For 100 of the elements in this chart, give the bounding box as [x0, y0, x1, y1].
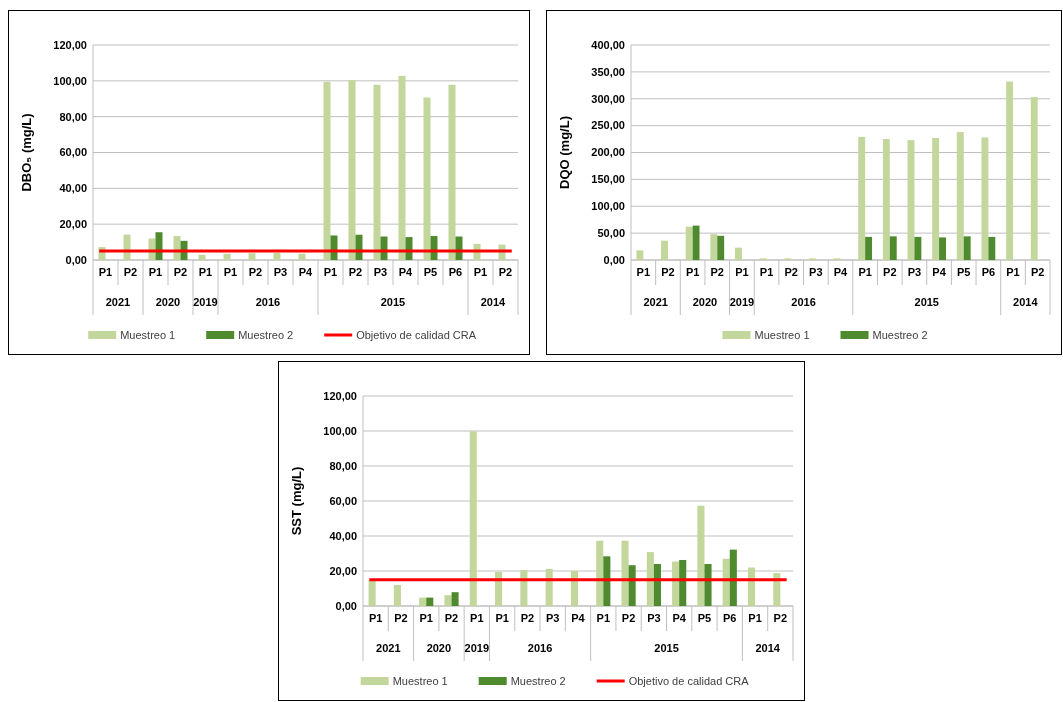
y-tick-label: 80,00 — [329, 459, 357, 472]
x-tick-label: P2 — [394, 612, 408, 624]
x-tick-label: P1 — [735, 266, 749, 278]
x-tick-label: P4 — [398, 266, 414, 278]
x-tick-label: P2 — [661, 266, 675, 278]
y-tick-label: 50,00 — [597, 226, 625, 239]
bar — [570, 571, 578, 606]
text: 2020 — [155, 296, 181, 308]
x-tick-label: P5 — [423, 266, 438, 278]
bar — [448, 84, 456, 260]
text: 2019 — [193, 296, 218, 308]
x-tick-label: P4 — [932, 266, 947, 278]
bar — [735, 247, 742, 260]
bar — [423, 97, 431, 260]
bar — [1006, 81, 1014, 260]
y-tick-label: 60,00 — [59, 146, 87, 159]
y-tick-label: 120,00 — [53, 38, 87, 51]
bar — [298, 253, 306, 260]
bar — [636, 250, 644, 260]
x-tick-label: P2 — [520, 612, 535, 624]
bar — [646, 552, 654, 606]
text: 2016 — [255, 296, 281, 308]
x-tick-label: P3 — [545, 612, 560, 624]
x-tick-label: P1 — [98, 266, 113, 278]
y-tick-label: 40,00 — [59, 182, 87, 195]
bar — [717, 235, 725, 260]
text: 2014 — [755, 642, 781, 654]
x-tick-label: P1 — [495, 612, 509, 624]
bar — [520, 570, 528, 606]
bar — [672, 561, 680, 606]
x-tick-label: P3 — [907, 266, 922, 278]
y-tick-label: 120,00 — [323, 389, 357, 402]
x-tick-label: P2 — [773, 612, 788, 624]
bar — [628, 565, 636, 606]
y-tick-label: 400,00 — [591, 38, 625, 51]
text: 2016 — [527, 642, 553, 654]
text: 2015 — [380, 296, 406, 308]
x-tick-label: P2 — [498, 266, 513, 278]
x-tick-label: P3 — [647, 612, 661, 624]
x-tick-label: P1 — [1006, 266, 1020, 278]
y-axis-title: DBO₅ (mg/L) — [19, 113, 34, 192]
x-tick-label: P1 — [858, 266, 872, 278]
x-tick-label: P2 — [348, 266, 363, 278]
y-tick-label: 0,00 — [65, 253, 87, 266]
text: 2020 — [692, 296, 718, 308]
legend-label: Muestreo 1 — [120, 328, 176, 341]
bar — [419, 597, 427, 606]
x-tick-label: P4 — [298, 266, 314, 278]
x-tick-label: P2 — [173, 266, 188, 278]
bar — [348, 80, 356, 260]
y-tick-label: 60,00 — [329, 494, 357, 507]
x-tick-label: P4 — [833, 266, 849, 278]
y-tick-label: 150,00 — [591, 173, 625, 186]
bar — [963, 236, 971, 260]
x-tick-label: P2 — [248, 266, 263, 278]
legend-label: Muestreo 1 — [392, 674, 448, 687]
text: 2021 — [376, 642, 401, 654]
bar — [914, 236, 922, 260]
bar — [988, 236, 996, 260]
y-tick-label: 20,00 — [59, 218, 87, 231]
text: 2015 — [654, 642, 679, 654]
bar — [981, 137, 989, 260]
bar — [889, 236, 897, 260]
bar — [398, 75, 406, 260]
x-tick-label: P1 — [685, 266, 700, 278]
x-tick-label: P1 — [148, 266, 163, 278]
x-tick-label: P1 — [419, 612, 433, 624]
bar — [444, 595, 452, 606]
x-tick-label: P6 — [448, 266, 463, 278]
y-tick-label: 100,00 — [591, 200, 625, 213]
y-tick-label: 20,00 — [329, 564, 357, 577]
bar — [704, 564, 712, 606]
bar — [692, 225, 700, 260]
bar — [932, 137, 940, 260]
x-tick-label: P1 — [596, 612, 611, 624]
x-tick-label: P2 — [621, 612, 636, 624]
x-tick-label: P3 — [273, 266, 288, 278]
bar — [1030, 97, 1038, 260]
y-tick-label: 80,00 — [59, 110, 87, 123]
text: 2014 — [1013, 296, 1039, 308]
x-tick-label: P3 — [373, 266, 388, 278]
x-tick-label: P1 — [198, 266, 213, 278]
y-tick-label: 350,00 — [591, 65, 625, 78]
bar — [722, 558, 730, 606]
x-tick-label: P6 — [723, 612, 737, 624]
bar — [621, 540, 629, 606]
y-axis-title: DQO (mg/L) — [557, 116, 572, 189]
text: 2016 — [791, 296, 816, 308]
text: 2021 — [643, 296, 668, 308]
bar — [323, 81, 331, 260]
text: 2020 — [426, 642, 452, 654]
bar — [685, 226, 693, 260]
y-tick-label: 0,00 — [335, 599, 357, 612]
x-tick-label: P1 — [473, 266, 488, 278]
y-axis-title: SST (mg/L) — [289, 466, 304, 536]
y-tick-label: 100,00 — [323, 424, 357, 437]
legend-label: Objetivo de calidad CRA — [356, 328, 477, 341]
y-tick-label: 0,00 — [603, 253, 625, 266]
y-tick-label: 250,00 — [591, 119, 625, 132]
bar — [939, 237, 946, 260]
